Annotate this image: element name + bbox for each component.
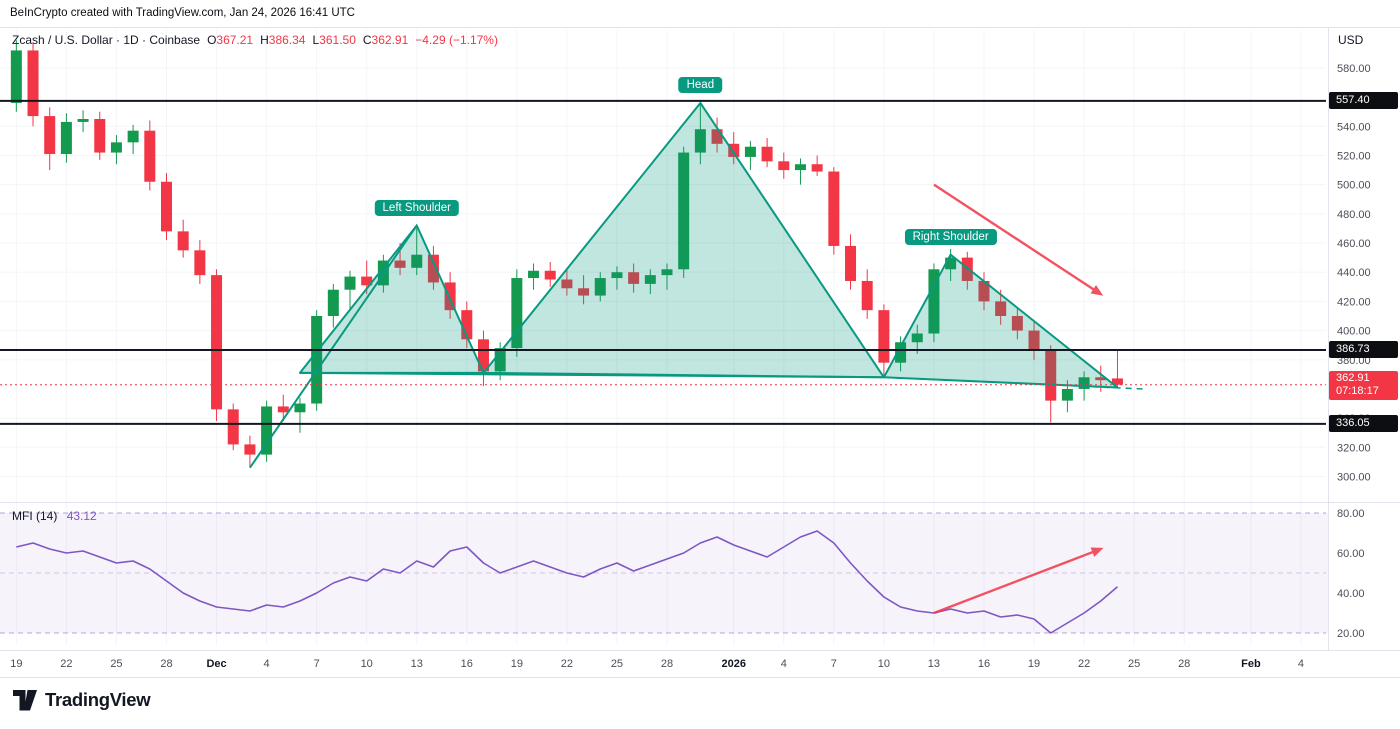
svg-text:28: 28 bbox=[661, 658, 673, 670]
countdown-timer: 07:18:17 bbox=[1336, 384, 1379, 397]
svg-text:22: 22 bbox=[561, 658, 573, 670]
footer: TradingView bbox=[13, 689, 151, 711]
ohlc-key: C bbox=[362, 33, 372, 47]
svg-text:25: 25 bbox=[611, 658, 623, 670]
svg-text:Dec: Dec bbox=[206, 658, 226, 670]
svg-text:60.00: 60.00 bbox=[1337, 548, 1365, 560]
svg-text:480.00: 480.00 bbox=[1337, 209, 1371, 221]
attribution-text: BeInCrypto created with TradingView.com,… bbox=[10, 7, 355, 19]
svg-text:10: 10 bbox=[361, 658, 373, 670]
svg-text:7: 7 bbox=[831, 658, 837, 670]
chart-legend: Zcash / U.S. Dollar · 1D · Coinbase O367.… bbox=[12, 33, 498, 47]
svg-text:25: 25 bbox=[110, 658, 122, 670]
ohlc-value: 361.50 bbox=[319, 33, 356, 47]
last-price-value: 362.91 bbox=[1336, 371, 1370, 384]
ohlc-value: 386.34 bbox=[268, 33, 306, 47]
price-level-badge-1: 557.40 bbox=[1329, 91, 1398, 109]
pattern-label-left-shoulder[interactable]: Left Shoulder bbox=[374, 199, 459, 216]
svg-text:19: 19 bbox=[511, 658, 523, 670]
svg-text:25: 25 bbox=[1128, 658, 1140, 670]
svg-text:19: 19 bbox=[1028, 658, 1040, 670]
svg-text:4: 4 bbox=[1298, 658, 1304, 670]
last-price-badge: 362.91 07:18:17 bbox=[1329, 370, 1398, 400]
pattern-label-head[interactable]: Head bbox=[678, 76, 723, 93]
svg-text:16: 16 bbox=[978, 658, 990, 670]
svg-text:2026: 2026 bbox=[721, 658, 745, 670]
indicator-title: MFI (14) bbox=[12, 509, 58, 523]
tradingview-logo-icon[interactable] bbox=[13, 689, 37, 711]
svg-text:40.00: 40.00 bbox=[1337, 588, 1365, 600]
svg-text:4: 4 bbox=[781, 658, 787, 670]
pattern-label-right-shoulder[interactable]: Right Shoulder bbox=[904, 228, 997, 245]
ohlc-key: O bbox=[207, 33, 217, 47]
indicator-legend: MFI (14) 43.12 bbox=[12, 509, 97, 523]
price-level-badge-3: 336.05 bbox=[1329, 414, 1398, 432]
svg-text:420.00: 420.00 bbox=[1337, 296, 1371, 308]
tradingview-wordmark[interactable]: TradingView bbox=[45, 689, 151, 710]
svg-text:400.00: 400.00 bbox=[1337, 326, 1371, 338]
ohlc-values: O367.21 H386.34 L361.50 C362.91 bbox=[200, 33, 408, 47]
svg-text:320.00: 320.00 bbox=[1337, 442, 1371, 454]
svg-text:300.00: 300.00 bbox=[1337, 471, 1371, 483]
svg-text:28: 28 bbox=[160, 658, 172, 670]
svg-text:440.00: 440.00 bbox=[1337, 267, 1371, 279]
change-value: −4.29 (−1.17%) bbox=[415, 33, 498, 47]
chart-canvas[interactable]: 580.00540.00520.00500.00480.00460.00440.… bbox=[0, 0, 1400, 682]
svg-text:13: 13 bbox=[928, 658, 940, 670]
svg-text:16: 16 bbox=[461, 658, 473, 670]
indicator-value: 43.12 bbox=[66, 509, 97, 523]
arrows-layer bbox=[933, 183, 1104, 615]
svg-text:13: 13 bbox=[411, 658, 423, 670]
svg-text:580.00: 580.00 bbox=[1337, 63, 1371, 75]
mfi-band bbox=[0, 512, 1329, 634]
svg-text:22: 22 bbox=[1078, 658, 1090, 670]
svg-text:540.00: 540.00 bbox=[1337, 121, 1371, 133]
svg-text:22: 22 bbox=[60, 658, 72, 670]
svg-text:500.00: 500.00 bbox=[1337, 180, 1371, 192]
svg-text:10: 10 bbox=[878, 658, 890, 670]
svg-text:460.00: 460.00 bbox=[1337, 238, 1371, 250]
svg-text:7: 7 bbox=[314, 658, 320, 670]
pattern-overlay bbox=[249, 101, 1143, 469]
time-axis-labels[interactable]: 19 22 25 28 Dec 4 7 10 13 16 19 22 25 28 2026 4 7 10 13 16 1… bbox=[10, 658, 1304, 670]
level-lines bbox=[0, 99, 1326, 425]
currency-label[interactable]: USD bbox=[1338, 33, 1364, 47]
svg-text:19: 19 bbox=[10, 658, 22, 670]
separators bbox=[0, 27, 1400, 678]
svg-text:20.00: 20.00 bbox=[1337, 628, 1365, 640]
svg-text:80.00: 80.00 bbox=[1337, 508, 1365, 520]
symbol-title: Zcash / U.S. Dollar · 1D · Coinbase bbox=[12, 33, 201, 47]
price-level-badge-2: 386.73 bbox=[1329, 340, 1398, 358]
price-axis-labels[interactable]: 580.00 540.00 520.00 500.00 480.00 460.00 440.… bbox=[1337, 63, 1371, 640]
ohlc-key: H bbox=[260, 33, 269, 47]
svg-text:520.00: 520.00 bbox=[1337, 150, 1371, 162]
ohlc-value: 362.91 bbox=[371, 33, 409, 47]
svg-text:28: 28 bbox=[1178, 658, 1190, 670]
ohlc-key: L bbox=[312, 33, 320, 47]
svg-text:Feb: Feb bbox=[1241, 658, 1261, 670]
ohlc-value: 367.21 bbox=[216, 33, 254, 47]
svg-text:4: 4 bbox=[264, 658, 270, 670]
